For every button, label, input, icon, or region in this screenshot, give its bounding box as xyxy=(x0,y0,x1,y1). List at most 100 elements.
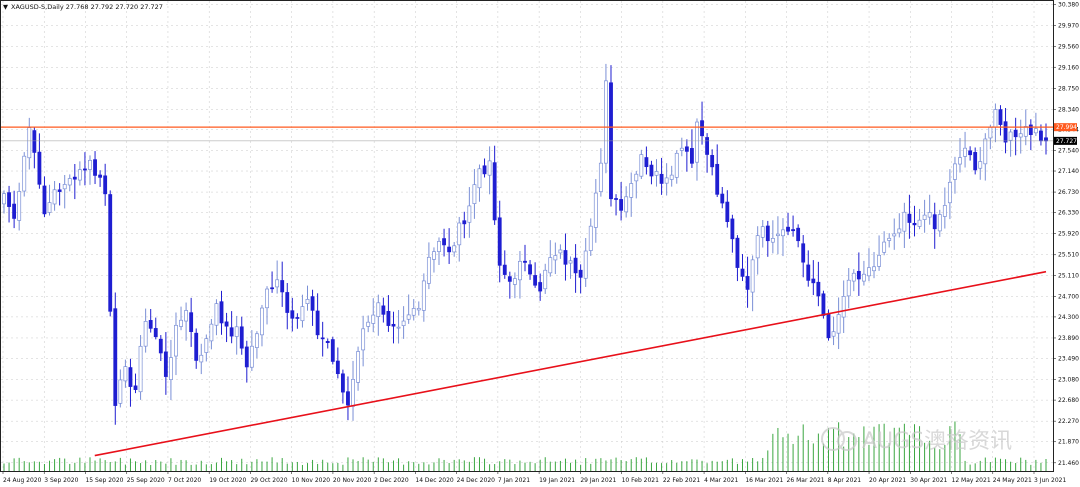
candle-body xyxy=(108,194,113,312)
y-tick-label: 26.330 xyxy=(1058,210,1079,217)
candle-body xyxy=(391,323,396,327)
candle-body xyxy=(690,148,694,164)
candle-body xyxy=(629,183,634,198)
candle-body xyxy=(47,202,52,213)
candle-body xyxy=(533,275,538,286)
candle-body xyxy=(755,235,760,259)
candle-body xyxy=(877,254,881,267)
y-tick-label: 24.700 xyxy=(1058,293,1079,300)
candle-body xyxy=(1013,129,1018,138)
x-tick-label: 16 Mar 2021 xyxy=(745,477,783,484)
candle-body xyxy=(153,328,158,338)
header-arrow: ▼ xyxy=(3,3,8,11)
candle-body xyxy=(113,308,118,406)
candle-body xyxy=(917,219,922,227)
candle-body xyxy=(7,192,11,207)
candle-body xyxy=(295,317,300,319)
candle-body xyxy=(411,308,416,316)
candle-body xyxy=(285,292,290,313)
candle-body xyxy=(528,264,532,275)
candle-body xyxy=(98,174,103,178)
candle-body xyxy=(897,228,902,234)
candle-body xyxy=(77,169,82,181)
x-tick-label: 22 Feb 2021 xyxy=(663,477,701,484)
candle-body xyxy=(128,367,133,387)
candle-body xyxy=(325,341,330,343)
candle-body xyxy=(578,269,583,278)
candle-body xyxy=(548,257,553,274)
candle-body xyxy=(386,310,391,326)
x-tick-label: 26 Mar 2021 xyxy=(787,477,825,484)
candle-body xyxy=(239,326,244,349)
y-tick-label: 21.870 xyxy=(1058,439,1079,446)
candle-body xyxy=(189,312,194,332)
candle-body xyxy=(695,121,699,163)
candle-body xyxy=(83,168,87,171)
y-tick-label: 22.270 xyxy=(1058,418,1079,425)
candle-body xyxy=(376,302,381,317)
candle-body xyxy=(523,260,527,263)
candle-body xyxy=(988,126,993,139)
candle-body xyxy=(851,272,856,282)
candle-body xyxy=(452,245,457,253)
candle-body xyxy=(639,154,644,177)
candle-body xyxy=(229,327,234,337)
candle-body xyxy=(846,279,851,297)
candle-body xyxy=(224,321,229,327)
x-tick-label: 12 May 2021 xyxy=(952,477,991,484)
candle-body xyxy=(315,310,320,336)
candle-body xyxy=(902,211,907,232)
resistance-price-label: 27.994 xyxy=(1056,124,1077,131)
candle-body xyxy=(1044,137,1048,142)
candle-body xyxy=(2,193,6,205)
candle-body xyxy=(416,307,421,311)
candle-body xyxy=(502,264,507,275)
y-tick-label: 25.110 xyxy=(1058,272,1079,279)
volume-bars xyxy=(3,421,1047,471)
candle-body xyxy=(477,168,482,189)
candle-body xyxy=(927,212,932,218)
candle-body xyxy=(922,214,927,220)
candle-body xyxy=(942,205,947,217)
y-tick-label: 23.890 xyxy=(1058,335,1079,342)
candle-body xyxy=(447,246,452,253)
candle-body xyxy=(148,320,153,329)
y-tick-label: 22.680 xyxy=(1058,397,1079,404)
candle-body xyxy=(745,276,750,290)
candle-body xyxy=(72,176,77,180)
candle-body xyxy=(209,323,214,342)
candle-body xyxy=(1033,128,1038,134)
y-tick-label: 26.730 xyxy=(1058,189,1079,196)
candle-body xyxy=(179,319,183,327)
candle-body xyxy=(27,127,32,159)
candle-body xyxy=(740,268,745,277)
candle-body xyxy=(22,155,27,192)
candle-body xyxy=(270,287,275,290)
candle-body xyxy=(330,339,335,362)
candle-body xyxy=(346,391,350,406)
candle-body xyxy=(892,233,897,237)
candle-body xyxy=(340,373,345,393)
candle-body xyxy=(472,184,477,204)
trend-line[interactable] xyxy=(94,270,1047,457)
y-tick-label: 23.490 xyxy=(1058,356,1079,363)
candle-body xyxy=(57,189,62,192)
candle-body xyxy=(320,337,325,340)
plot-frame xyxy=(0,0,1054,472)
candle-body xyxy=(872,266,876,272)
price-label-resistance: 27.994 xyxy=(1054,123,1077,131)
candle-body xyxy=(366,321,371,327)
x-tick-label: 24 Aug 2020 xyxy=(3,477,42,484)
x-tick-label: 25 Sep 2020 xyxy=(127,477,165,484)
candle-body xyxy=(123,366,128,382)
candle-body xyxy=(260,307,264,336)
candle-body xyxy=(614,198,618,200)
candle-body xyxy=(720,193,725,204)
candle-body xyxy=(867,267,871,277)
candle-body xyxy=(335,360,340,375)
candle-body xyxy=(497,217,502,266)
candle-body xyxy=(553,255,558,261)
candle-body xyxy=(1028,124,1033,135)
candle-body xyxy=(88,159,92,170)
x-tick-label: 29 Jan 2021 xyxy=(580,477,616,484)
